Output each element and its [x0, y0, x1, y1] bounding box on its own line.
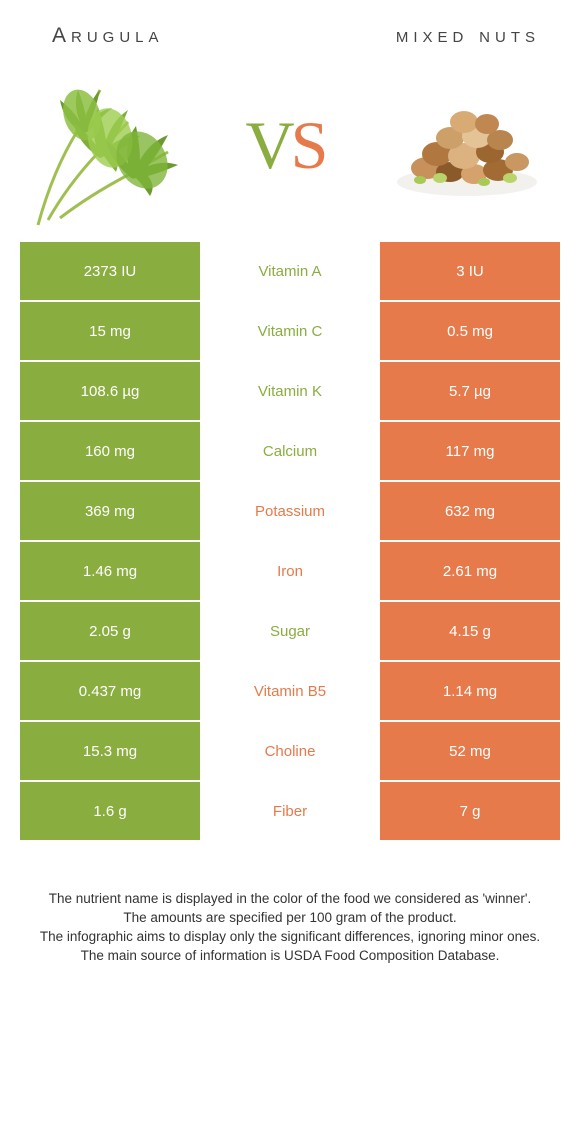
table-row: 2.05 gSugar4.15 g: [20, 602, 560, 660]
value-right: 52 mg: [380, 722, 560, 780]
value-right: 4.15 g: [380, 602, 560, 660]
value-right: 632 mg: [380, 482, 560, 540]
nutrient-label: Iron: [200, 542, 380, 600]
arugula-image: [18, 60, 188, 230]
value-right: 1.14 mg: [380, 662, 560, 720]
value-left: 369 mg: [20, 482, 200, 540]
value-right: 0.5 mg: [380, 302, 560, 360]
title-right: mixed nuts: [396, 24, 540, 48]
vs-row: VS: [0, 60, 580, 242]
table-row: 1.46 mgIron2.61 mg: [20, 542, 560, 600]
table-row: 15 mgVitamin C0.5 mg: [20, 302, 560, 360]
table-row: 369 mgPotassium632 mg: [20, 482, 560, 540]
table-row: 0.437 mgVitamin B51.14 mg: [20, 662, 560, 720]
value-left: 1.6 g: [20, 782, 200, 840]
value-left: 160 mg: [20, 422, 200, 480]
value-left: 15 mg: [20, 302, 200, 360]
footer-line: The amounts are specified per 100 gram o…: [24, 909, 556, 928]
nutrient-label: Calcium: [200, 422, 380, 480]
footer-line: The main source of information is USDA F…: [24, 947, 556, 966]
table-row: 160 mgCalcium117 mg: [20, 422, 560, 480]
value-right: 117 mg: [380, 422, 560, 480]
value-left: 2.05 g: [20, 602, 200, 660]
footer-line: The infographic aims to display only the…: [24, 928, 556, 947]
nutrient-label: Vitamin K: [200, 362, 380, 420]
nutrient-label: Choline: [200, 722, 380, 780]
footer: The nutrient name is displayed in the co…: [0, 842, 580, 966]
table-row: 2373 IUVitamin A3 IU: [20, 242, 560, 300]
value-left: 108.6 µg: [20, 362, 200, 420]
value-left: 0.437 mg: [20, 662, 200, 720]
nutrient-label: Sugar: [200, 602, 380, 660]
value-right: 3 IU: [380, 242, 560, 300]
nutrient-label: Vitamin A: [200, 242, 380, 300]
vs-s: S: [291, 107, 325, 183]
value-left: 1.46 mg: [20, 542, 200, 600]
nutrient-label: Fiber: [200, 782, 380, 840]
value-right: 7 g: [380, 782, 560, 840]
nutrient-label: Vitamin B5: [200, 662, 380, 720]
table-row: 108.6 µgVitamin K5.7 µg: [20, 362, 560, 420]
vs-label: VS: [246, 106, 325, 185]
value-right: 5.7 µg: [380, 362, 560, 420]
nutrient-label: Potassium: [200, 482, 380, 540]
value-right: 2.61 mg: [380, 542, 560, 600]
footer-line: The nutrient name is displayed in the co…: [24, 890, 556, 909]
nutrient-table: 2373 IUVitamin A3 IU15 mgVitamin C0.5 mg…: [0, 242, 580, 840]
table-row: 1.6 gFiber7 g: [20, 782, 560, 840]
nutrient-label: Vitamin C: [200, 302, 380, 360]
header: Arugula mixed nuts: [0, 0, 580, 60]
table-row: 15.3 mgCholine52 mg: [20, 722, 560, 780]
vs-v: V: [246, 107, 291, 183]
value-left: 15.3 mg: [20, 722, 200, 780]
title-left: Arugula: [52, 24, 164, 48]
nuts-image: [382, 60, 552, 230]
value-left: 2373 IU: [20, 242, 200, 300]
